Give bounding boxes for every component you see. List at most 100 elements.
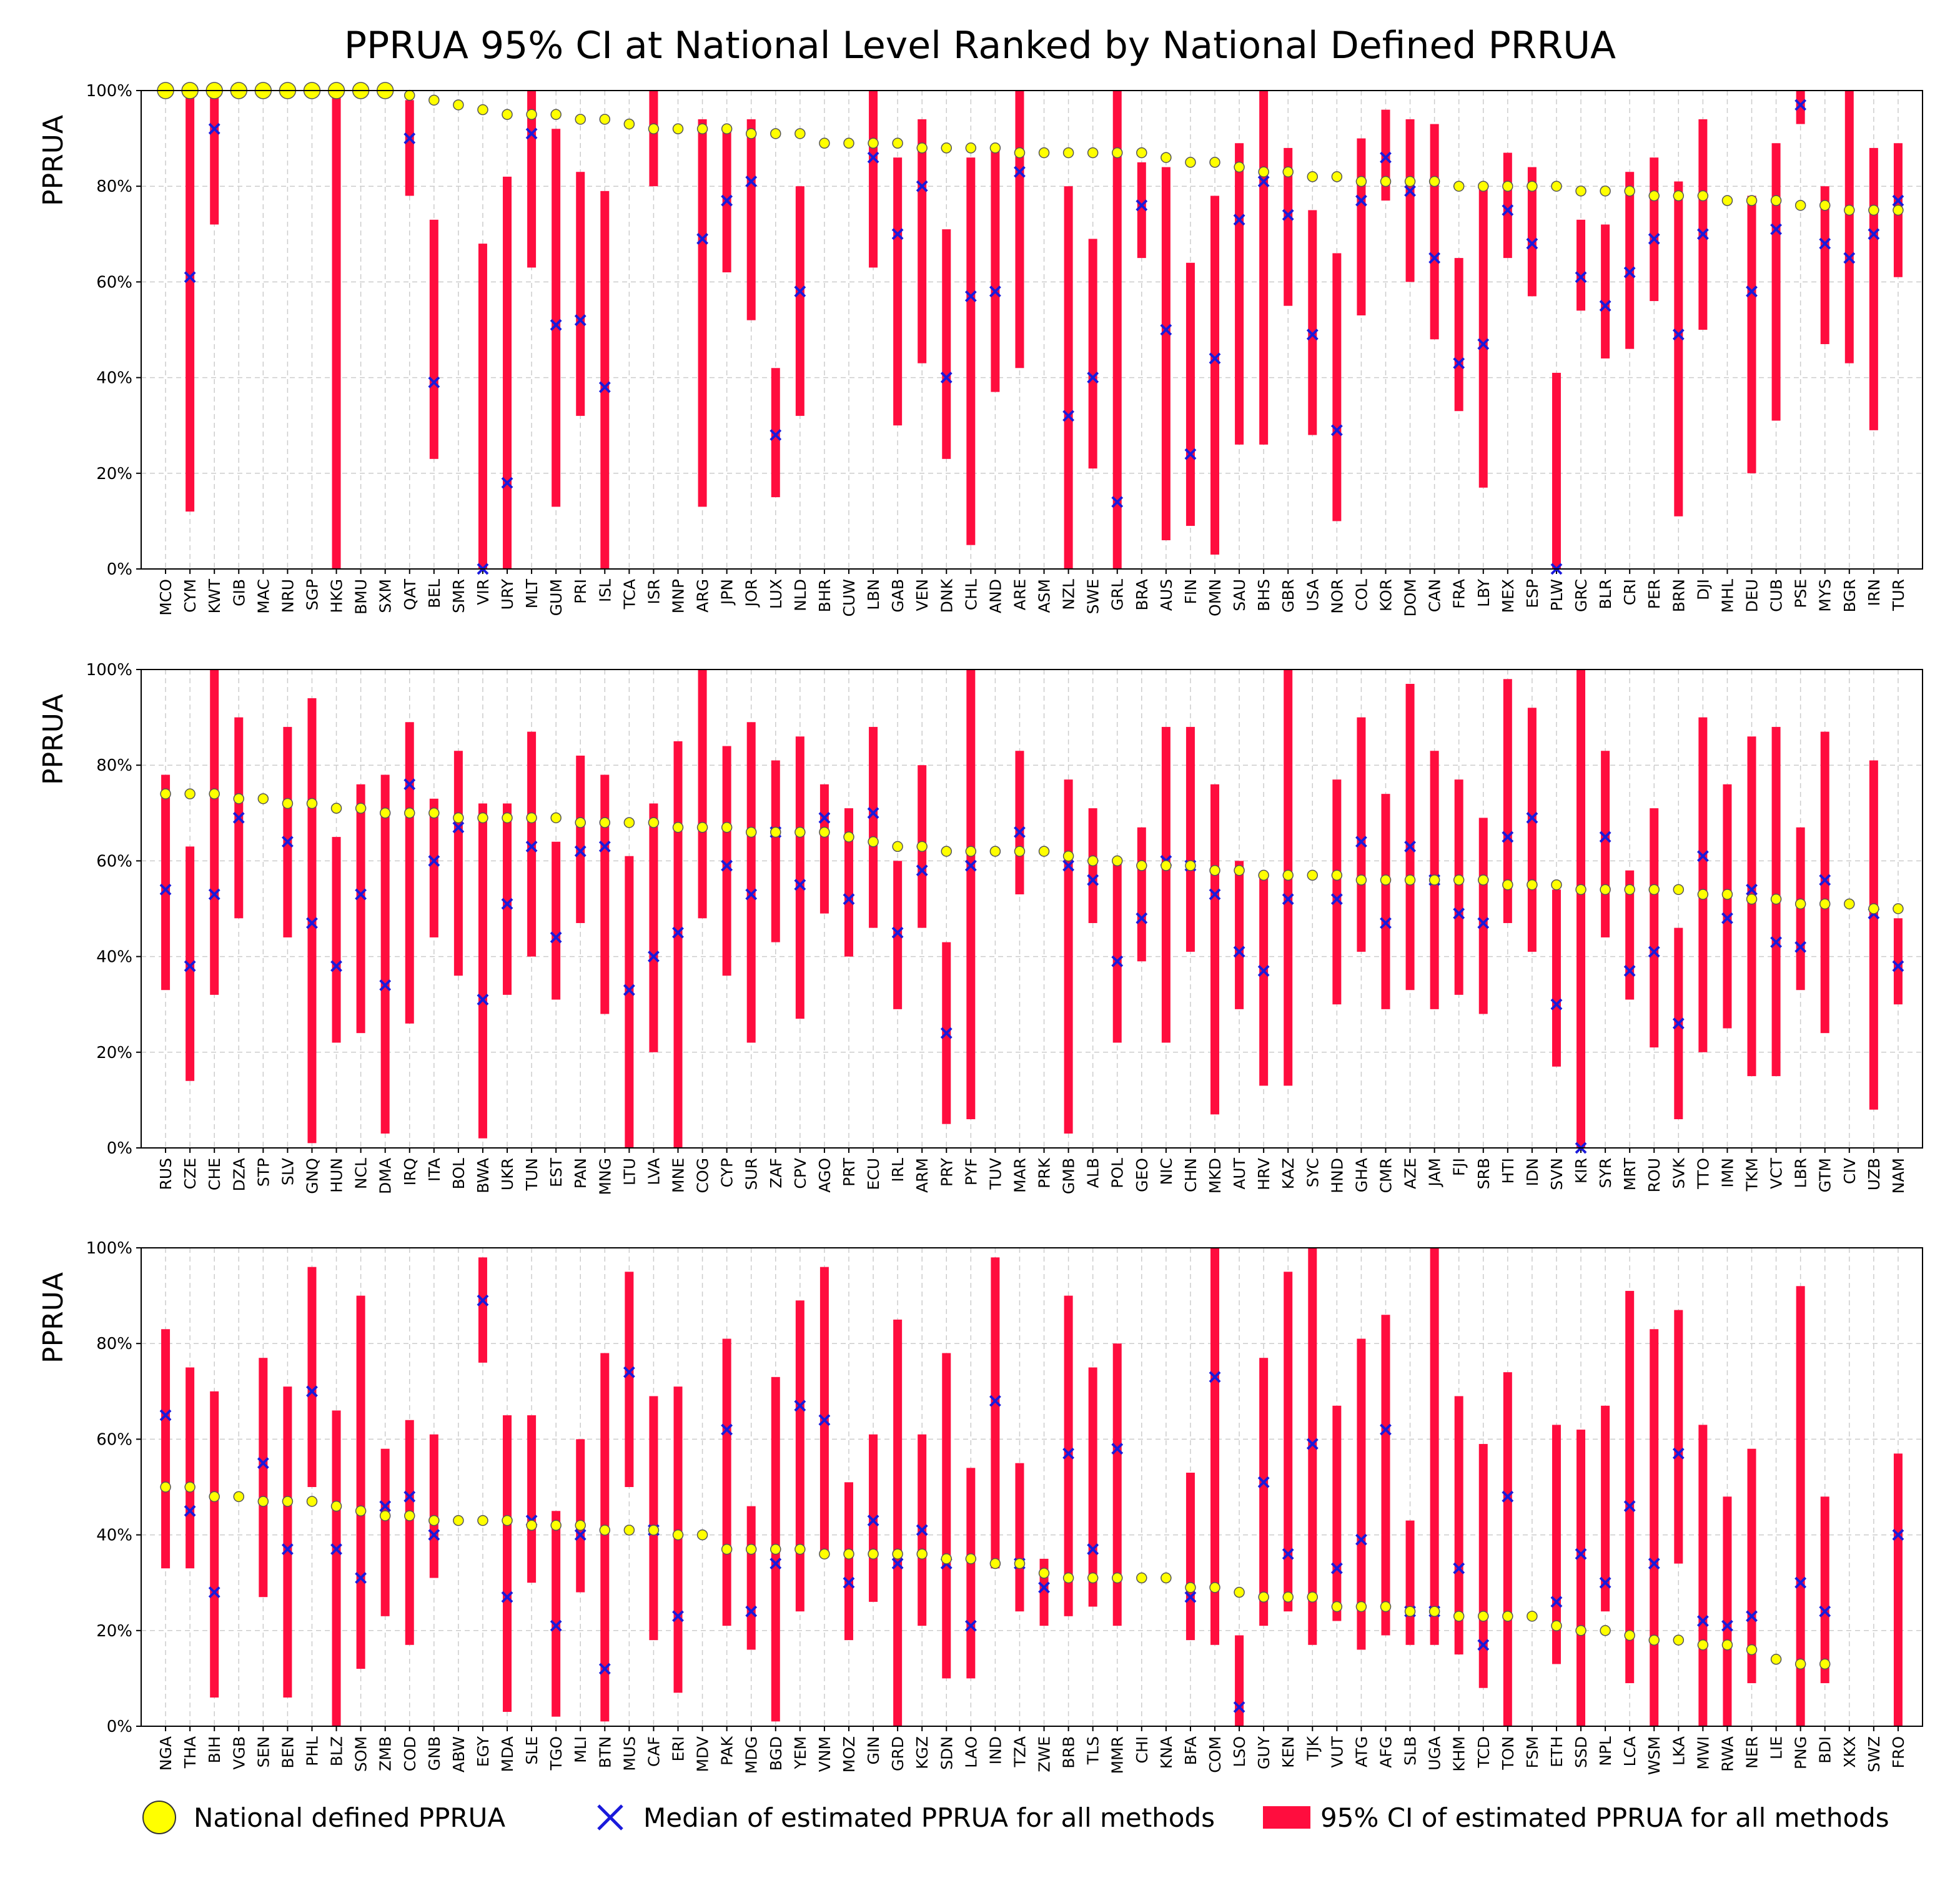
x-tick-label: DNK (938, 578, 956, 613)
median-marker-stroke (306, 917, 318, 929)
median-marker-stroke (1257, 1476, 1270, 1488)
ci-bar (1796, 1286, 1805, 1726)
national-point (892, 1548, 903, 1559)
ci-bar (478, 1257, 487, 1363)
median-marker-stroke (1623, 1500, 1636, 1513)
legend-bar-marker (1263, 1806, 1310, 1829)
median-marker (1892, 1529, 1904, 1541)
median-marker-stroke (745, 1605, 758, 1618)
median-marker-stroke (232, 812, 245, 824)
national-point (623, 817, 635, 828)
x-tick-label: GIN (864, 1736, 883, 1764)
ci-bar (527, 1415, 537, 1583)
ci-bar (1552, 889, 1561, 1067)
ci-bar (1527, 708, 1537, 952)
national-point (965, 142, 977, 154)
ci-bar (1137, 162, 1146, 259)
median-marker (989, 285, 1001, 298)
national-point (1478, 874, 1489, 886)
median-marker (1330, 1562, 1343, 1574)
x-tick-label: SVK (1670, 1157, 1688, 1189)
ci-bar (283, 1386, 292, 1698)
median-marker-stroke (1623, 266, 1636, 279)
ci-bar (795, 186, 804, 416)
median-marker-stroke (1111, 955, 1124, 967)
median-marker (989, 1395, 1001, 1407)
x-tick-label: NCL (352, 1158, 370, 1189)
ci-bar (1357, 717, 1366, 952)
x-tick-label: JPN (718, 579, 736, 606)
national-point (453, 812, 464, 824)
median-marker-stroke (1746, 285, 1758, 298)
national-point (1478, 180, 1489, 192)
median-marker-stroke (770, 429, 782, 441)
median-marker (623, 984, 635, 996)
x-tick-label: FSM (1523, 1736, 1542, 1768)
national-point (1697, 1639, 1709, 1651)
median-marker (330, 1543, 342, 1555)
median-marker-stroke (550, 1619, 562, 1632)
x-tick-label: MDV (694, 1736, 712, 1772)
median-marker (1111, 955, 1124, 967)
x-tick-label: KIR (1572, 1158, 1590, 1184)
x-tick-label: BLZ (328, 1736, 346, 1766)
national-point (453, 1515, 464, 1526)
x-tick-label: ETH (1548, 1736, 1566, 1767)
x-tick-label: PRT (840, 1157, 858, 1187)
national-point (1624, 1629, 1635, 1641)
ci-bar (1357, 138, 1366, 316)
median-marker (672, 1610, 684, 1623)
ci-bar (1650, 157, 1659, 302)
ci-bar (649, 803, 658, 1052)
x-tick-label: MNP (670, 579, 688, 613)
x-tick-label: EST (547, 1157, 565, 1187)
median-marker (1453, 1562, 1465, 1574)
ci-bar (600, 1353, 610, 1722)
x-tick-label: HKG (328, 579, 346, 613)
ci-bar (1454, 1396, 1463, 1655)
national-point (1355, 874, 1367, 886)
ci-bar (1674, 181, 1683, 516)
y-tick-label: 80% (96, 756, 132, 775)
national-point (404, 1510, 415, 1521)
national-point (404, 89, 415, 101)
ci-bar (893, 861, 903, 1009)
x-tick-label: PRK (1036, 1157, 1054, 1188)
national-point (1527, 180, 1538, 192)
median-marker-stroke (770, 1558, 782, 1569)
national-point (1893, 903, 1904, 914)
median-marker-stroke (1380, 917, 1392, 929)
median-marker (1599, 300, 1611, 312)
median-marker-stroke (648, 951, 660, 963)
median-marker (1453, 907, 1465, 920)
x-tick-label: ARM (913, 1158, 931, 1193)
national-point (623, 118, 635, 130)
x-tick-label: AZE (1402, 1158, 1420, 1189)
plot-frame (141, 90, 1923, 570)
national-point (672, 1529, 684, 1541)
median-marker (964, 1619, 977, 1632)
median-marker (1428, 252, 1441, 264)
ci-bar (1820, 186, 1829, 344)
x-tick-label: SDN (938, 1736, 956, 1770)
median-marker-stroke (1770, 223, 1783, 235)
y-tick-label: 20% (96, 1622, 132, 1641)
median-marker-stroke (745, 175, 758, 187)
median-marker (745, 888, 758, 901)
median-marker-stroke (1282, 209, 1294, 221)
median-marker (794, 879, 806, 891)
median-marker-stroke (208, 122, 220, 135)
y-tick-label: 20% (96, 1044, 132, 1062)
ci-bar (1552, 372, 1561, 569)
x-tick-label: UGA (1426, 1736, 1444, 1771)
x-tick-label: FRA (1450, 579, 1468, 609)
median-marker (355, 888, 367, 901)
legend-item-national: National defined PPRUA (142, 1789, 505, 1846)
ci-bar (1698, 119, 1708, 330)
national-point (1428, 175, 1440, 187)
x-tick-label: PRI (572, 579, 590, 604)
x-tick-label: CAF (645, 1736, 663, 1767)
median-marker (1794, 99, 1807, 111)
median-marker-stroke (1355, 194, 1367, 207)
median-marker-stroke (1672, 1447, 1685, 1460)
